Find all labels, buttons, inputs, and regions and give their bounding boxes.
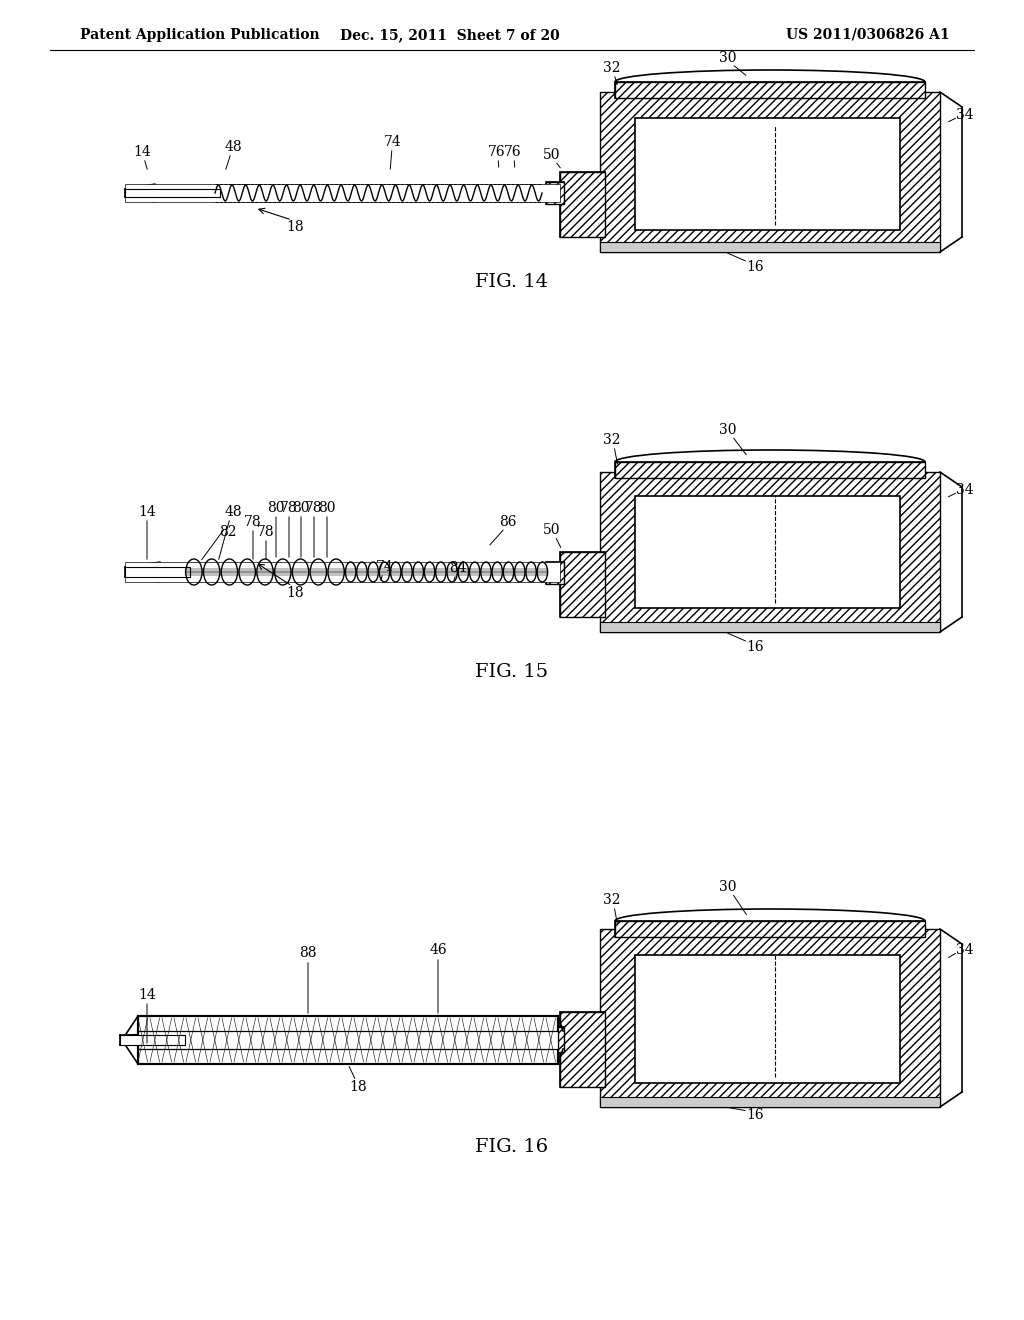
Text: Dec. 15, 2011  Sheet 7 of 20: Dec. 15, 2011 Sheet 7 of 20 (340, 28, 560, 42)
Bar (125, 568, 190, 577)
Text: 78: 78 (257, 525, 274, 539)
Text: 30: 30 (719, 51, 736, 65)
Bar (635, 496, 900, 609)
Text: 84: 84 (450, 561, 467, 576)
Text: 34: 34 (956, 108, 974, 121)
Bar (546, 562, 564, 583)
Text: 78: 78 (305, 502, 323, 515)
Bar (125, 183, 560, 202)
Bar (138, 1016, 558, 1064)
Bar (600, 929, 940, 1107)
Text: 48: 48 (224, 506, 242, 519)
Text: FIG. 15: FIG. 15 (475, 663, 549, 681)
Text: 74: 74 (376, 560, 394, 574)
Text: 50: 50 (544, 148, 561, 162)
Text: Patent Application Publication: Patent Application Publication (80, 28, 319, 42)
Bar (560, 1012, 605, 1086)
Text: 14: 14 (138, 506, 156, 519)
Bar (546, 1027, 564, 1052)
Bar (615, 462, 925, 478)
Bar (560, 552, 605, 616)
Bar (560, 1012, 605, 1086)
Bar (615, 82, 925, 98)
Text: 88: 88 (299, 946, 316, 960)
Bar (120, 1035, 185, 1045)
Bar (600, 92, 940, 252)
Bar (546, 1027, 564, 1052)
Text: 46: 46 (429, 942, 446, 957)
Text: FIG. 16: FIG. 16 (475, 1138, 549, 1156)
Text: 76: 76 (488, 145, 506, 158)
Text: 32: 32 (603, 61, 621, 75)
Text: 50: 50 (544, 523, 561, 537)
Bar (635, 954, 900, 1082)
Text: 34: 34 (956, 483, 974, 498)
Bar (546, 182, 564, 205)
Text: 14: 14 (138, 987, 156, 1002)
Text: 32: 32 (603, 433, 621, 447)
Text: 14: 14 (133, 145, 151, 158)
Text: 32: 32 (603, 894, 621, 907)
Bar (560, 172, 605, 238)
Text: 16: 16 (746, 1107, 764, 1122)
Bar (635, 117, 900, 230)
Text: 34: 34 (956, 942, 974, 957)
Text: 82: 82 (219, 525, 237, 539)
Text: 80: 80 (318, 502, 336, 515)
Bar (560, 172, 605, 238)
Text: 48: 48 (224, 140, 242, 154)
Text: 78: 78 (244, 515, 262, 529)
Text: 74: 74 (384, 135, 401, 149)
Bar (600, 242, 940, 252)
Bar (125, 189, 220, 197)
Bar (615, 82, 925, 98)
Text: 80: 80 (292, 502, 309, 515)
Bar (600, 622, 940, 632)
Text: 30: 30 (719, 422, 736, 437)
Text: 16: 16 (746, 640, 764, 653)
Text: 16: 16 (746, 260, 764, 275)
Bar (615, 462, 925, 478)
Bar (560, 552, 605, 616)
Bar (600, 473, 940, 632)
Text: 18: 18 (286, 586, 304, 601)
Bar (125, 562, 560, 582)
Bar (138, 1016, 558, 1064)
Bar (546, 562, 564, 583)
Text: 30: 30 (719, 880, 736, 894)
Bar (138, 1031, 558, 1049)
Text: US 2011/0306826 A1: US 2011/0306826 A1 (786, 28, 950, 42)
Bar (615, 921, 925, 937)
Text: 78: 78 (281, 502, 298, 515)
Text: 18: 18 (349, 1080, 367, 1094)
Bar (546, 182, 564, 205)
Text: 80: 80 (267, 502, 285, 515)
Text: 86: 86 (500, 515, 517, 529)
Text: FIG. 14: FIG. 14 (475, 273, 549, 290)
Text: 18: 18 (286, 220, 304, 234)
Bar (600, 1097, 940, 1107)
Bar (615, 921, 925, 937)
Text: 76: 76 (504, 145, 522, 158)
